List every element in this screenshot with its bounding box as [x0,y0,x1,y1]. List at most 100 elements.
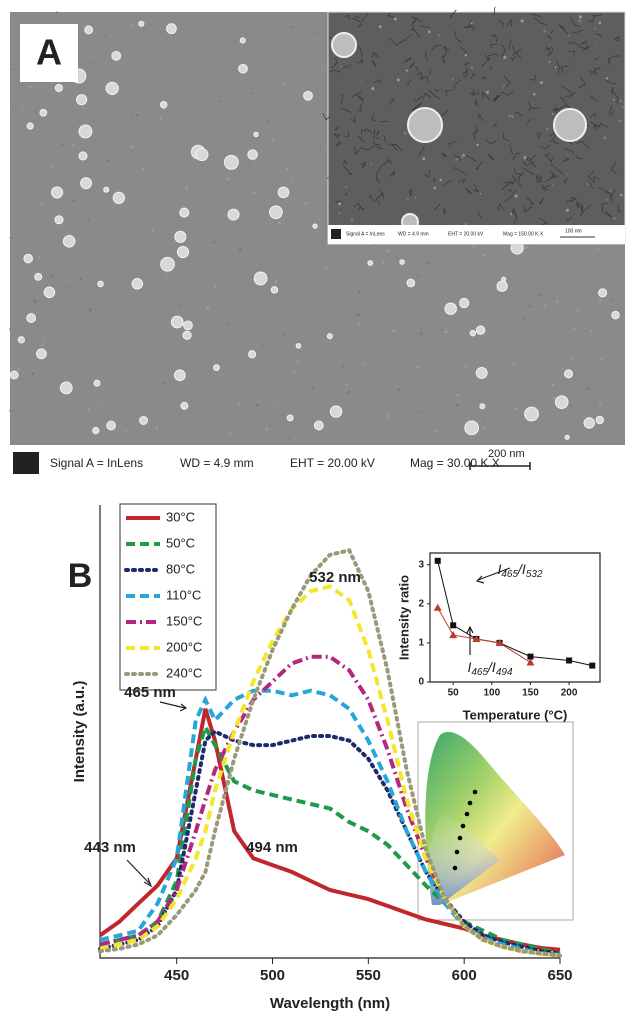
grain [576,308,579,312]
crack [472,183,480,193]
grain [546,127,549,131]
crack [445,89,452,97]
info-bar [10,445,625,480]
particle [23,253,33,264]
particle [97,280,104,288]
crack [552,104,567,112]
grain [315,31,319,34]
grain [482,254,486,257]
grain [256,403,259,407]
grain [55,11,58,14]
particle [139,416,149,425]
grain [360,81,363,83]
grain [401,410,403,412]
crack [411,20,416,31]
crack [488,53,499,57]
grain [179,298,181,301]
grain [50,166,53,169]
grain [21,108,24,111]
crack [373,129,380,139]
crack [334,126,340,131]
grain [598,401,602,405]
grain [613,217,616,220]
y-tick-label: 2 [418,598,424,609]
particle [103,186,110,193]
grain [342,365,345,368]
legend-label: 240°C [166,665,202,680]
crack [344,192,349,196]
crack [335,140,342,147]
crack [466,155,477,162]
crack [538,175,543,183]
grain [61,143,64,146]
crack [340,107,352,113]
grain [514,406,518,410]
grain [18,253,20,256]
grain [487,341,490,344]
x-tick-label: 450 [164,967,189,984]
grain [133,303,136,306]
crack [587,15,596,23]
grain [165,276,168,279]
crack [509,145,513,155]
crack [376,129,380,136]
grain [359,435,361,437]
grain [14,104,17,107]
crack [471,89,475,96]
crack [373,140,383,150]
grain [455,403,459,407]
grain [426,261,430,265]
crack [511,206,517,216]
grain [599,299,602,302]
particle [367,260,374,266]
grain [29,85,32,89]
crack [589,67,602,76]
crack [507,188,513,193]
particle [611,310,620,320]
crack [590,121,602,128]
grain [327,177,330,180]
grain [17,367,21,371]
crack [342,159,347,165]
y-axis-label: Intensity ratio [396,575,411,660]
grain [486,90,489,94]
grain [406,197,409,200]
particle [253,271,268,286]
particle [182,330,192,340]
grain [528,305,532,308]
crack [529,154,537,168]
crack [357,135,365,143]
grain [31,372,35,376]
crack [466,25,474,32]
cie-diagram [417,721,574,921]
particle [597,288,608,298]
crack [576,140,590,149]
grain [464,364,467,368]
grain [283,82,286,86]
particle [406,278,416,288]
crack [343,166,354,176]
crack [490,34,498,42]
crack [406,79,412,86]
crack [357,206,365,211]
inset-info-bar [328,225,625,244]
grain [106,159,110,163]
grain [347,391,351,395]
crack [470,72,476,80]
crack [453,167,468,176]
crack [475,99,479,107]
point [434,557,441,564]
grain [325,267,328,271]
grain [310,178,313,181]
grain [338,202,342,206]
grain [159,82,162,85]
grain [539,293,543,297]
crack [556,61,561,75]
particle [248,350,257,359]
crack [545,172,554,183]
crack [590,95,598,102]
grain [86,33,88,36]
grain [178,303,181,306]
info: WD = 4.9 mm [180,456,254,470]
particle [54,83,63,93]
